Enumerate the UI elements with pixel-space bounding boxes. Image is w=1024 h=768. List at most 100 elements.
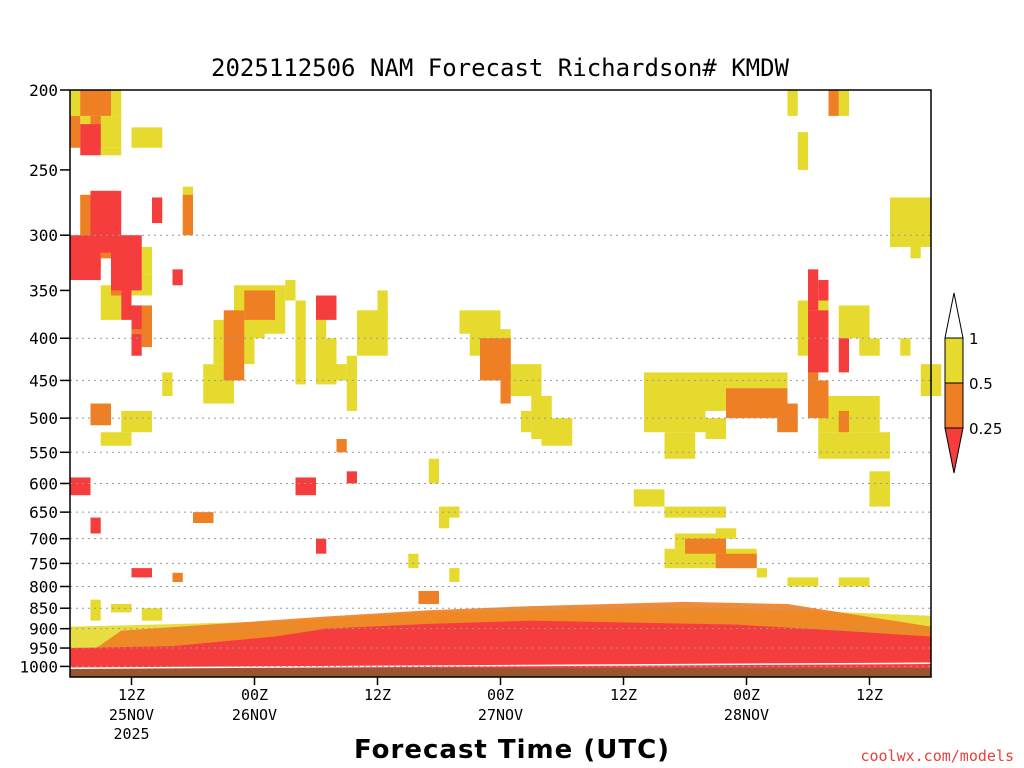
ri-cell [141,608,163,621]
ri-cell [644,372,706,433]
x-tick-year: 2025 [113,725,149,743]
ri-cell [90,403,111,426]
y-tick-label: 1000 [19,657,58,676]
ri-cell [80,194,91,236]
x-axis-title: Forecast Time (UTC) [354,735,670,765]
ri-cell [808,310,829,373]
ri-cell [808,269,819,311]
ri-cell [500,372,511,404]
y-tick-label: 900 [29,620,58,639]
ri-cell [818,432,890,459]
y-tick-label: 500 [29,409,58,428]
ri-cell [664,432,696,459]
ri-cell [408,553,419,569]
ri-cell [70,477,91,496]
ri-cell [90,599,101,621]
legend-swatch-0-25-to-0-5 [944,382,964,429]
ri-cell [428,458,439,484]
ri-cell [70,235,101,281]
ri-cell [100,432,132,446]
ri-cell [121,285,132,320]
ground-surface-line [69,662,932,669]
y-tick-label: 750 [29,554,58,573]
y-axis: 200 250 300 350 400 450 500 550 600 650 700 750 800 8… [19,81,70,676]
x-tick-label: 00Z [241,686,268,704]
ri-cell [521,410,532,433]
ri-cell [787,577,819,587]
ri-cell [685,538,726,554]
ri-cell [838,410,849,433]
ri-cell [80,90,111,116]
y-tick-label: 550 [29,443,58,462]
legend-label: 0.25 [969,420,1002,438]
ri-cell [705,418,726,440]
ri-cell [172,572,183,582]
ri-cell [90,517,101,534]
ri-cell [777,403,798,433]
ri-cell [633,489,665,507]
y-tick-label: 300 [29,226,58,245]
ri-cell [439,512,450,529]
ri-cell [838,577,870,587]
legend-swatch-below-0-25 [944,427,964,474]
ri-cell [838,90,849,116]
y-tick-label: 250 [29,161,58,180]
ri-cell [141,319,152,348]
legend-swatch-0-5-to-1 [944,337,964,384]
ri-cell [336,364,347,381]
surface-red-band [70,620,931,677]
ri-cell [838,305,870,339]
legend-label: 1 [969,330,979,348]
ri-cell [131,568,152,578]
ri-cell [787,90,798,116]
ri-cell [111,603,132,613]
y-tick-label: 650 [29,503,58,522]
ri-cell [121,410,152,433]
ri-cell [70,115,81,148]
ri-cell [715,553,757,569]
y-tick-label: 950 [29,639,58,658]
ri-cell [838,338,849,373]
ri-cell [316,538,327,554]
y-tick-label: 800 [29,577,58,596]
ri-cell [377,290,388,320]
ri-cell [346,471,357,484]
ri-cell [162,372,173,397]
x-tick-label: 12Z [610,686,637,704]
ri-cell [459,310,501,334]
ri-cell [295,477,316,496]
ri-cell [141,246,152,275]
richardson-cells [70,90,942,629]
ri-cell [182,194,193,236]
ri-cell [285,280,296,301]
legend-label: 0.5 [969,375,993,393]
credit-text: coolwx.com/models [860,747,1014,765]
ri-cell [900,338,911,356]
surface-layer [69,601,932,677]
ri-cell [152,197,163,224]
ri-cell [449,568,460,582]
ri-cell [818,280,829,301]
ri-cell [336,439,347,453]
chart-title: 2025112506 NAM Forecast Richardson# KMDW [211,54,790,82]
ri-cell [244,290,275,320]
x-tick-date: 28NOV [724,706,769,724]
ri-cell [828,90,839,116]
plot-area [69,89,942,678]
ri-cell [131,333,142,356]
y-tick-label: 450 [29,371,58,390]
ri-cell [131,305,142,330]
ri-cell [541,418,573,446]
ri-cell [418,590,439,604]
ri-cell [131,127,163,148]
legend-swatch-above-1 [944,292,964,339]
y-tick-label: 350 [29,281,58,300]
ri-cell [316,338,337,385]
colorbar-legend: 1 0.5 0.25 [944,292,1002,474]
ri-cell [193,512,214,523]
y-tick-label: 400 [29,329,58,348]
ri-cell [797,132,808,170]
ri-cell [80,124,101,156]
ri-cell [223,310,245,381]
